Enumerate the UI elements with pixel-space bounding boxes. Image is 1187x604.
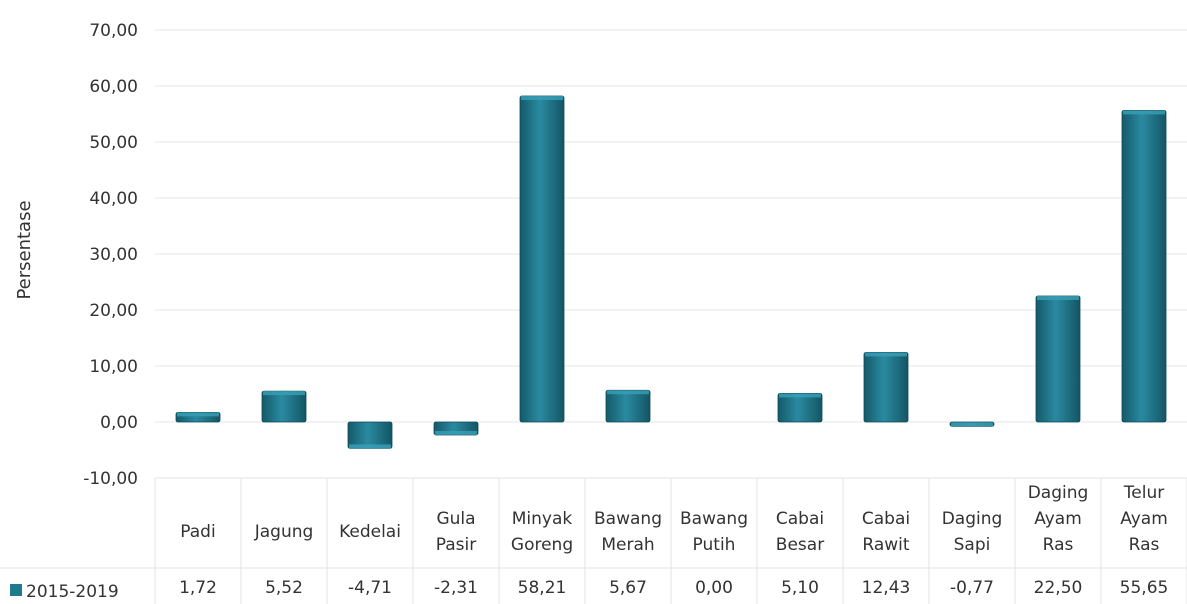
y-tick-label: -10,00 xyxy=(83,469,138,489)
bar xyxy=(519,95,565,423)
value-label: 5,67 xyxy=(609,578,647,598)
bar xyxy=(261,390,307,423)
category-label: Bawang xyxy=(680,509,748,529)
bar-cap xyxy=(263,391,305,396)
legend: 2015-2019 xyxy=(10,582,119,602)
y-tick-label: 40,00 xyxy=(89,189,138,209)
bar xyxy=(1121,109,1167,423)
value-label: 5,52 xyxy=(265,578,303,598)
category-label: Merah xyxy=(601,535,654,555)
value-label: 22,50 xyxy=(1034,578,1083,598)
category-label: Ayam xyxy=(1034,509,1082,529)
bar xyxy=(777,393,823,423)
bar xyxy=(1035,295,1081,423)
y-tick-label: 20,00 xyxy=(89,301,138,321)
data-table: Padi 1,72 Jagung 5,52 Kedelai -4,71 Gula Pasir -… xyxy=(0,477,1187,604)
category-label: Ras xyxy=(1129,535,1160,555)
bar-cap xyxy=(951,422,993,427)
gridlines xyxy=(155,29,1187,423)
value-label: 55,65 xyxy=(1120,578,1169,598)
category-label: Bawang xyxy=(594,509,662,529)
bars xyxy=(175,95,1167,449)
bar-cap xyxy=(435,430,477,435)
category-label: Telur xyxy=(1123,483,1164,503)
category-label: Kedelai xyxy=(339,522,401,542)
category-label: Sapi xyxy=(954,535,991,555)
y-tick-label: 50,00 xyxy=(89,133,138,153)
bar-cap xyxy=(349,444,391,449)
category-label: Goreng xyxy=(511,535,573,555)
value-label: -0,77 xyxy=(950,578,994,598)
category-label: Rawit xyxy=(862,535,909,555)
bar xyxy=(863,351,909,423)
value-label: 1,72 xyxy=(179,578,217,598)
category-label: Ayam xyxy=(1120,509,1168,529)
value-label: -2,31 xyxy=(434,578,478,598)
value-label: 58,21 xyxy=(518,578,567,598)
category-label: Daging xyxy=(1028,483,1089,503)
category-label: Daging xyxy=(942,509,1003,529)
y-axis: -10,00 0,00 10,00 20,00 30,00 40,00 50,00 60,00… xyxy=(83,21,138,489)
category-label: Besar xyxy=(776,535,824,555)
bar-cap xyxy=(1123,110,1165,115)
legend-swatch xyxy=(10,584,22,596)
bar-cap xyxy=(177,412,219,417)
bar-cap xyxy=(1037,296,1079,300)
category-label: Gula xyxy=(436,509,475,529)
category-label: Jagung xyxy=(254,522,314,542)
bar-cap xyxy=(865,352,907,357)
bar-cap xyxy=(607,390,649,395)
legend-series-name: 2015-2019 xyxy=(26,582,119,602)
value-label: -4,71 xyxy=(348,578,392,598)
y-tick-label: 70,00 xyxy=(89,21,138,41)
y-tick-label: 30,00 xyxy=(89,245,138,265)
bar-cap xyxy=(521,96,563,101)
value-label: 12,43 xyxy=(862,578,911,598)
category-label: Putih xyxy=(693,535,736,555)
value-label: 0,00 xyxy=(695,578,733,598)
y-tick-label: 60,00 xyxy=(89,77,138,97)
bar xyxy=(605,389,651,423)
category-label: Cabai xyxy=(776,509,824,529)
value-label: 5,10 xyxy=(781,578,819,598)
y-tick-label: 0,00 xyxy=(100,413,138,433)
category-label: Minyak xyxy=(512,509,573,529)
bar-cap xyxy=(779,393,821,398)
y-tick-label: 10,00 xyxy=(89,357,138,377)
y-axis-label: Persentase xyxy=(14,200,35,299)
category-label: Padi xyxy=(180,522,215,542)
category-label: Pasir xyxy=(436,535,476,555)
category-label: Cabai xyxy=(862,509,910,529)
category-label: Ras xyxy=(1043,535,1074,555)
